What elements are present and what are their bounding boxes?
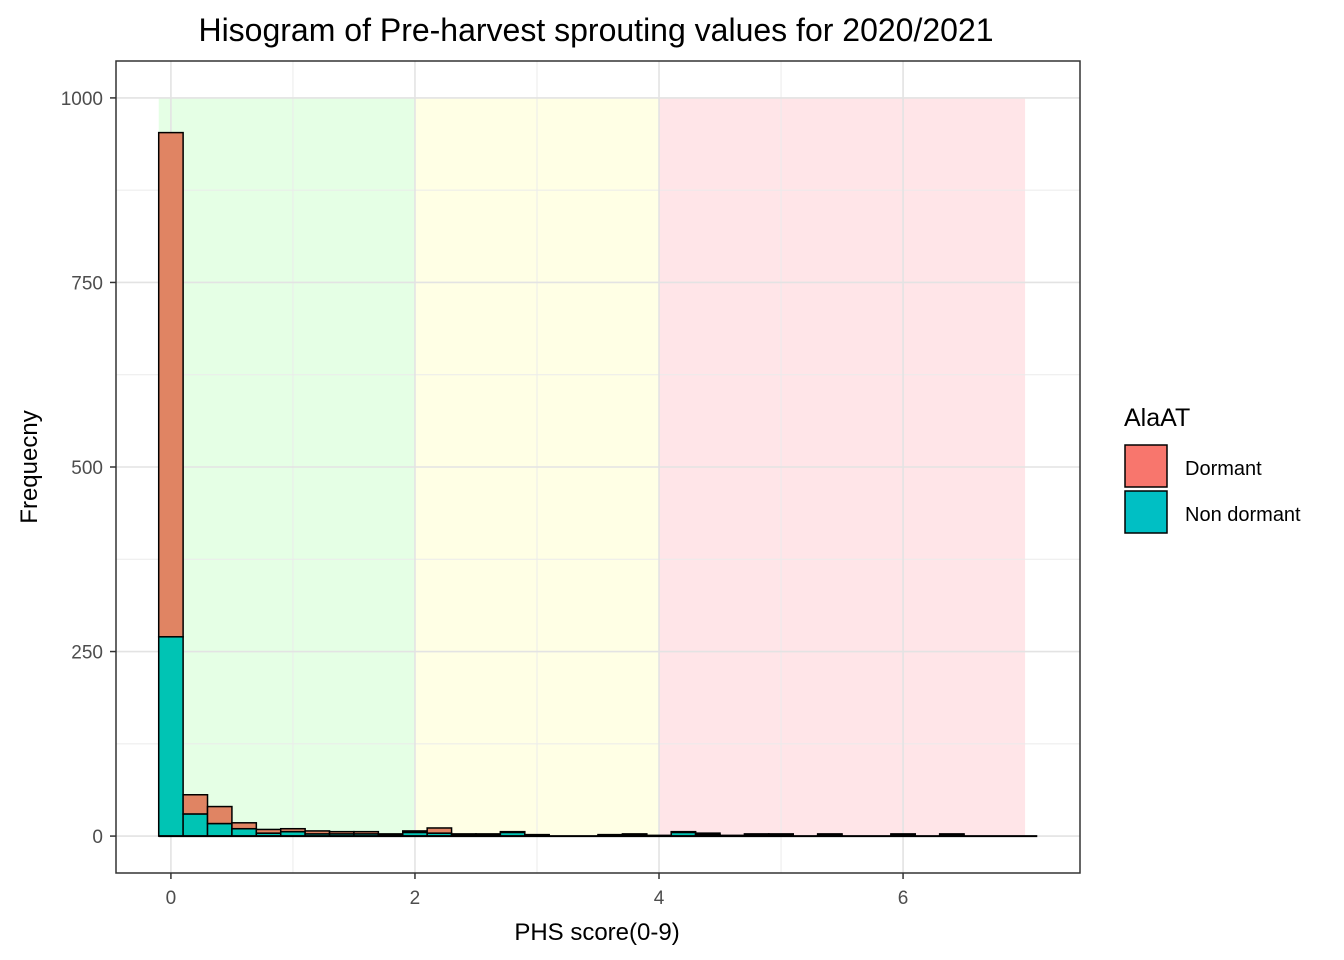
bar-non-dormant xyxy=(231,827,258,837)
bar-dormant xyxy=(694,832,721,836)
x-tick-label: 6 xyxy=(898,888,909,909)
bar-dormant xyxy=(182,794,209,815)
legend-label: Dormant xyxy=(1185,458,1262,480)
x-tick-label: 0 xyxy=(166,888,177,909)
bar-dormant xyxy=(231,822,258,830)
bar-dormant xyxy=(499,830,526,834)
y-tick-label: 500 xyxy=(71,458,103,479)
y-tick-label: 750 xyxy=(71,273,103,294)
x-axis: 0 2 4 6 xyxy=(166,873,909,909)
x-tick-label: 2 xyxy=(410,888,421,909)
legend: AlaAT Dormant Non dormant xyxy=(1124,404,1301,534)
bar-dormant xyxy=(157,131,184,638)
bar-non-dormant xyxy=(206,822,233,837)
bar-non-dormant xyxy=(157,636,184,837)
legend-key-non-dormant xyxy=(1124,490,1168,534)
y-tick-label: 1000 xyxy=(61,89,103,110)
y-axis: 0 250 500 750 1000 xyxy=(61,89,116,848)
y-tick-label: 0 xyxy=(92,827,103,848)
bar-dormant xyxy=(328,830,355,835)
bar-dormant xyxy=(621,833,648,836)
legend-label: Non dormant xyxy=(1185,504,1301,526)
legend-title: AlaAT xyxy=(1124,404,1190,432)
bar-dormant xyxy=(475,833,502,836)
y-axis-title: Frequecny xyxy=(16,410,43,523)
bar-dormant xyxy=(304,830,331,835)
legend-items: Dormant Non dormant xyxy=(1124,444,1301,534)
bar-dormant xyxy=(670,830,697,834)
plot-panel xyxy=(115,60,1081,874)
bar-dormant xyxy=(255,828,282,834)
y-tick-label: 250 xyxy=(71,643,103,664)
bar-dormant xyxy=(377,833,404,836)
bar-dormant xyxy=(279,827,306,833)
bar-non-dormant xyxy=(182,813,209,837)
x-tick-label: 4 xyxy=(654,888,665,909)
bar-dormant xyxy=(206,805,233,825)
chart-title: Hisogram of Pre-harvest sprouting values… xyxy=(198,12,993,48)
x-axis-title: PHS score(0-9) xyxy=(514,919,679,946)
legend-key-dormant xyxy=(1124,444,1168,488)
bar-dormant xyxy=(426,827,453,834)
bar-dormant xyxy=(402,830,428,834)
bar-dormant xyxy=(353,830,380,835)
